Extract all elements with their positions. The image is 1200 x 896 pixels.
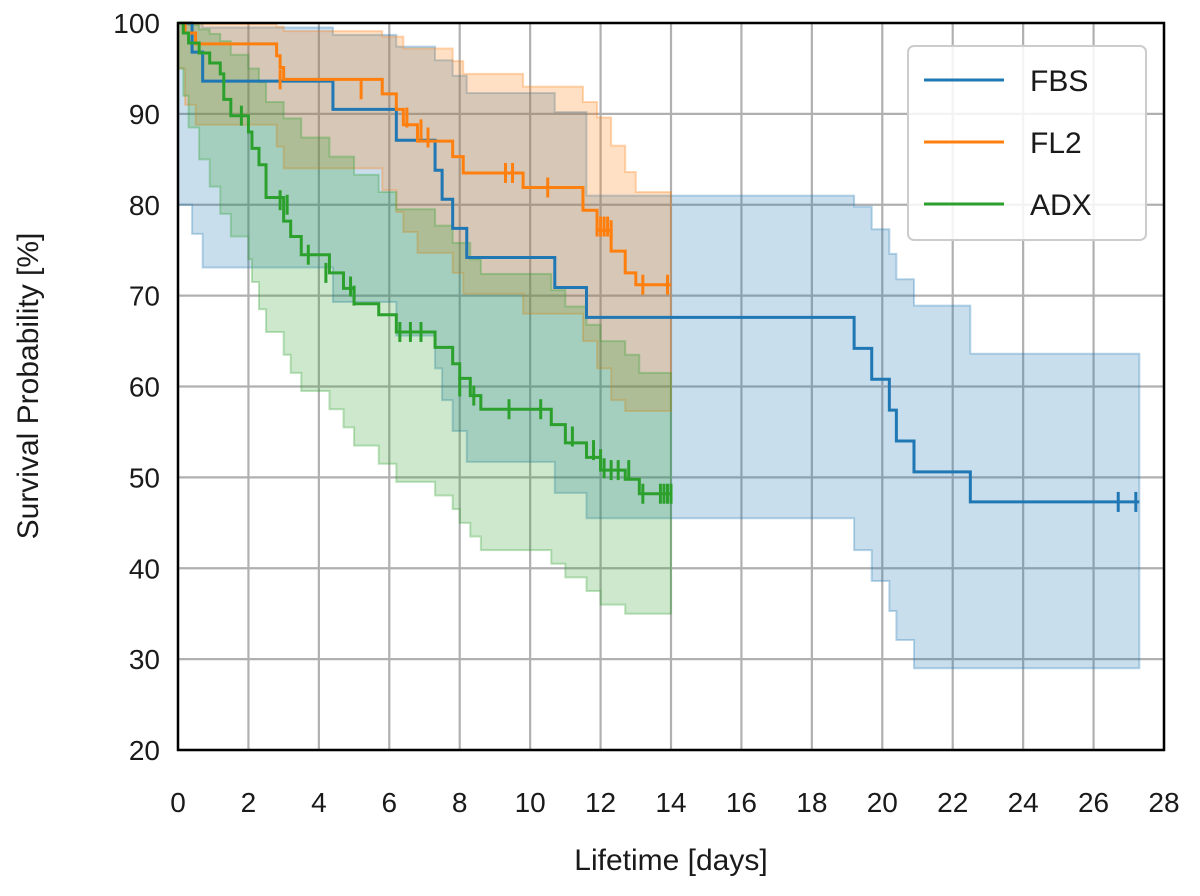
x-tick-label: 8 [452,787,468,818]
y-tick-label: 30 [129,644,160,675]
y-axis-title: Survival Probability [%] [12,233,45,540]
y-tick-label: 20 [129,735,160,766]
x-tick-label: 28 [1148,787,1179,818]
x-tick-label: 16 [726,787,757,818]
y-tick-labels: 20 30 40 50 60 70 80 90 100 [113,8,160,766]
x-tick-label: 6 [381,787,397,818]
x-tick-label: 26 [1078,787,1109,818]
x-tick-label: 12 [585,787,616,818]
x-tick-label: 2 [241,787,257,818]
x-axis-title: Lifetime [days] [574,844,767,877]
x-tick-label: 10 [515,787,546,818]
fbs-legend-label: FBS [1030,65,1088,98]
y-tick-label: 100 [113,8,160,39]
y-tick-label: 50 [129,462,160,493]
x-tick-labels: 0 2 4 6 8 10 12 14 16 18 20 22 24 26 28 [170,787,1179,818]
y-tick-label: 40 [129,553,160,584]
confidence-bands [177,22,1141,670]
x-tick-label: 14 [655,787,686,818]
censor-marks [239,69,1138,512]
fbs-survival-line [178,21,1140,504]
fl2-legend-label: FL2 [1030,127,1082,160]
plot-frame [176,21,1166,752]
y-tick-label: 80 [129,190,160,221]
fl2-confidence-band [177,22,672,413]
x-tick-label: 22 [937,787,968,818]
x-tick-label: 18 [796,787,827,818]
x-tick-label: 24 [1008,787,1039,818]
y-tick-label: 70 [129,281,160,312]
adx-confidence-band [177,22,672,615]
y-tick-label: 60 [129,372,160,403]
x-tick-label: 20 [867,787,898,818]
x-tick-label: 4 [311,787,327,818]
adx-legend-label: ADX [1030,189,1092,222]
adx-survival-line [178,21,671,496]
fbs-confidence-band [177,22,1141,670]
x-tick-label: 0 [170,787,186,818]
y-tick-label: 90 [129,99,160,130]
legend-box [907,45,1147,241]
legend: FBS FL2 ADX [907,45,1147,241]
